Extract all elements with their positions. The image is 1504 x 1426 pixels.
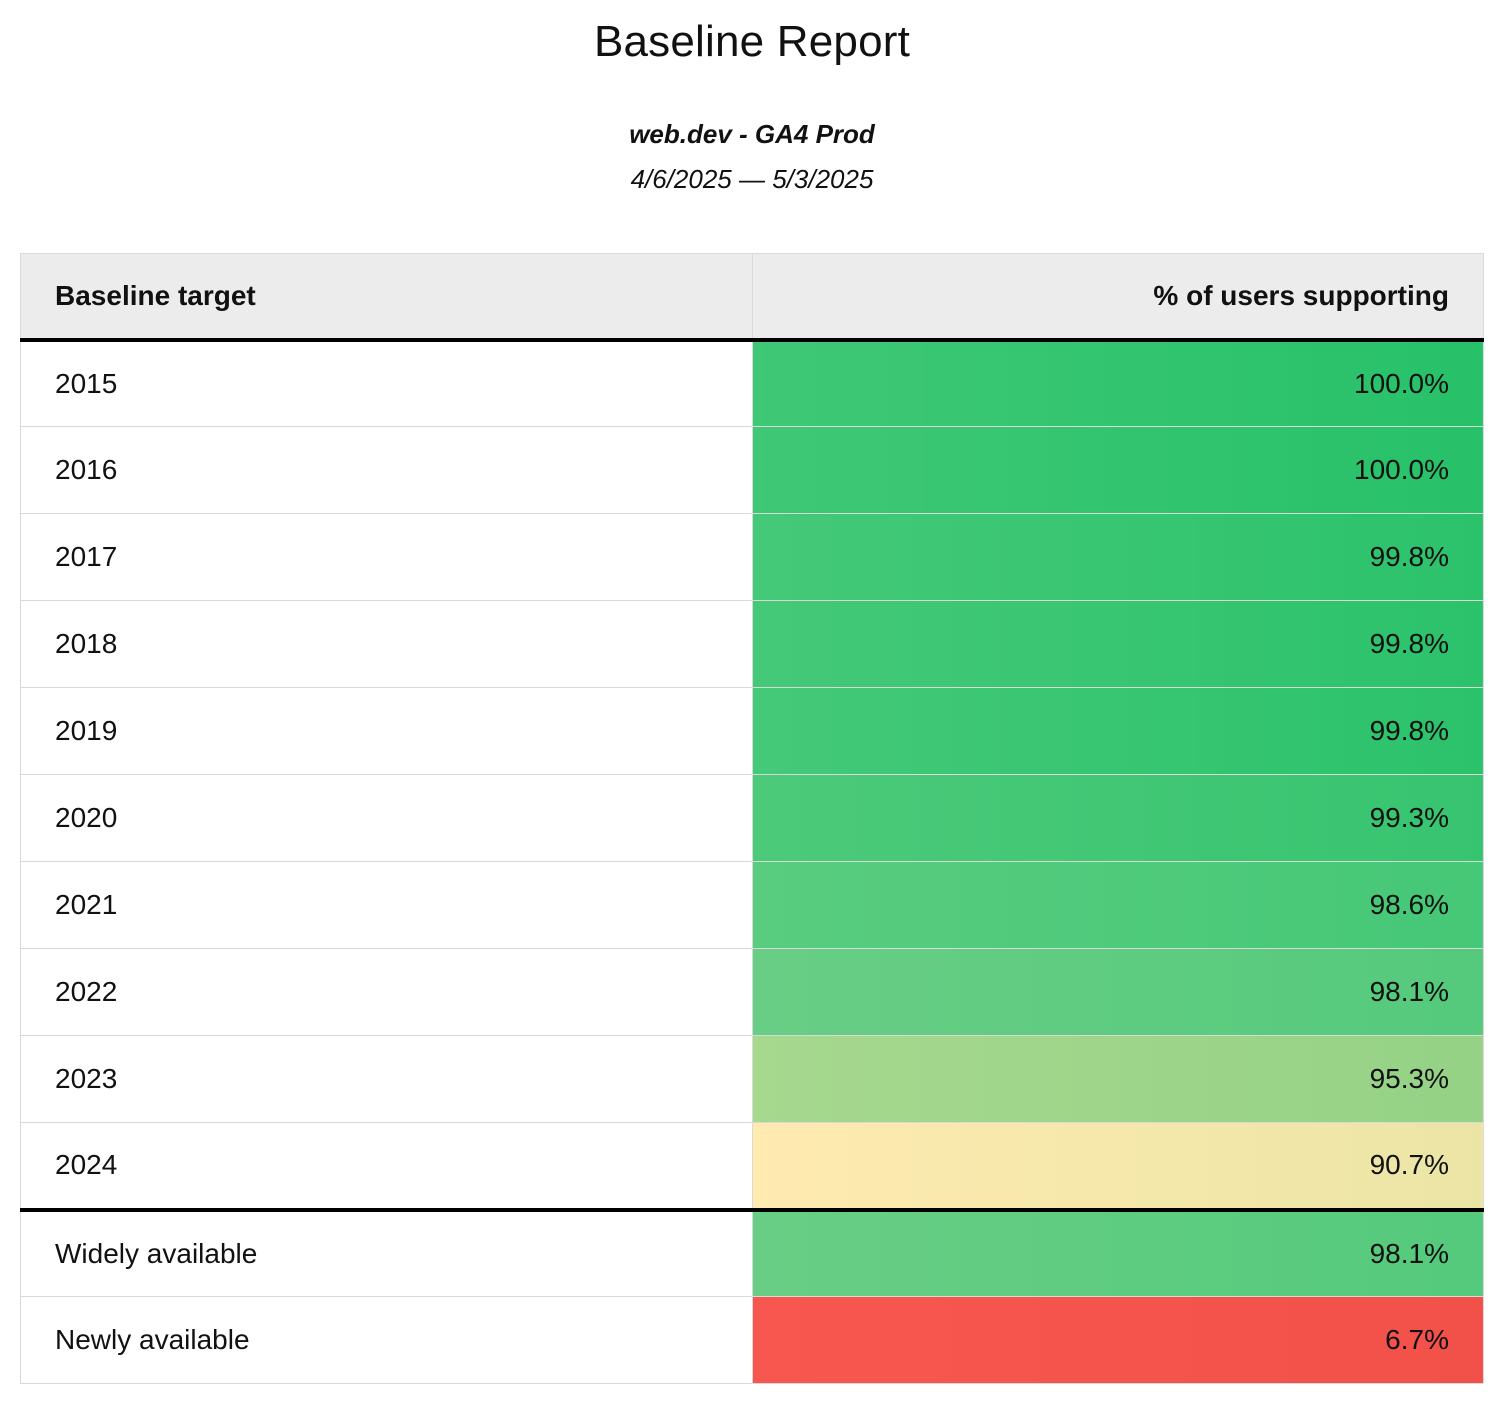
percent-supporting-cell: 99.8% bbox=[751, 600, 1484, 689]
baseline-target-cell: 2019 bbox=[20, 687, 753, 776]
baseline-target-cell: 2018 bbox=[20, 600, 753, 689]
baseline-table: Baseline target % of users supporting 20… bbox=[20, 253, 1484, 1385]
baseline-target-cell: 2023 bbox=[20, 1035, 753, 1124]
table-row: 2016 100.0% bbox=[20, 426, 1484, 515]
table-row: 2015 100.0% bbox=[20, 339, 1484, 428]
baseline-target-cell: 2024 bbox=[20, 1122, 753, 1211]
baseline-target-cell: Widely available bbox=[20, 1207, 753, 1298]
percent-supporting-cell: 100.0% bbox=[751, 426, 1484, 515]
table-row: 2021 98.6% bbox=[20, 861, 1484, 950]
table-row: 2017 99.8% bbox=[20, 513, 1484, 602]
table-row: Widely available 98.1% bbox=[20, 1207, 1484, 1298]
percent-supporting-cell: 99.8% bbox=[751, 687, 1484, 776]
percent-supporting-cell: 95.3% bbox=[751, 1035, 1484, 1124]
table-row: 2024 90.7% bbox=[20, 1122, 1484, 1211]
percent-supporting-cell: 90.7% bbox=[751, 1122, 1484, 1211]
column-header-baseline-target: Baseline target bbox=[20, 253, 753, 342]
percent-supporting-cell: 99.8% bbox=[751, 513, 1484, 602]
table-body: 2015 100.0% 2016 100.0% 2017 99.8% 2018 … bbox=[20, 339, 1484, 1385]
percent-supporting-cell: 100.0% bbox=[751, 339, 1484, 428]
baseline-target-cell: 2020 bbox=[20, 774, 753, 863]
percent-supporting-cell: 98.6% bbox=[751, 861, 1484, 950]
column-header-users-supporting: % of users supporting bbox=[751, 253, 1484, 342]
table-header-row: Baseline target % of users supporting bbox=[20, 253, 1484, 342]
percent-supporting-cell: 99.3% bbox=[751, 774, 1484, 863]
table-row: 2023 95.3% bbox=[20, 1035, 1484, 1124]
table-row: 2019 99.8% bbox=[20, 687, 1484, 776]
percent-supporting-cell: 98.1% bbox=[751, 948, 1484, 1037]
table-row: Newly available 6.7% bbox=[20, 1296, 1484, 1385]
report-source-name: web.dev - GA4 Prod bbox=[629, 118, 875, 149]
table-row: 2022 98.1% bbox=[20, 948, 1484, 1037]
percent-supporting-cell: 98.1% bbox=[751, 1207, 1484, 1298]
baseline-target-cell: 2017 bbox=[20, 513, 753, 602]
report-date-range: 4/6/2025 — 5/3/2025 bbox=[630, 163, 874, 194]
percent-supporting-cell: 6.7% bbox=[751, 1296, 1484, 1385]
baseline-target-cell: 2015 bbox=[20, 339, 753, 428]
baseline-target-cell: 2016 bbox=[20, 426, 753, 515]
table-row: 2018 99.8% bbox=[20, 600, 1484, 689]
page-title: Baseline Report bbox=[593, 17, 911, 66]
table-row: 2020 99.3% bbox=[20, 774, 1484, 863]
baseline-target-cell: Newly available bbox=[20, 1296, 753, 1385]
baseline-target-cell: 2022 bbox=[20, 948, 753, 1037]
baseline-target-cell: 2021 bbox=[20, 861, 753, 950]
